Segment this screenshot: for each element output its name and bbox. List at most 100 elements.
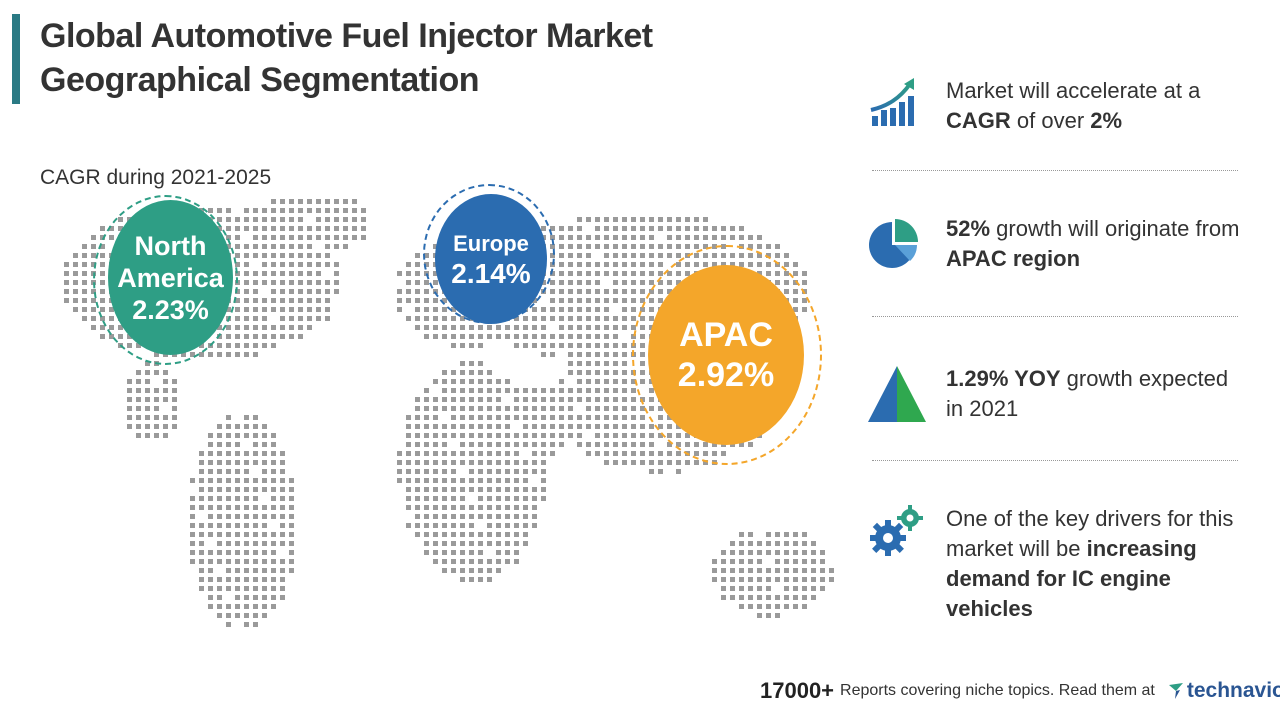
map-dot <box>280 280 285 285</box>
map-dot <box>568 352 573 357</box>
map-dot <box>469 424 474 429</box>
map-dot <box>235 262 240 267</box>
map-dot <box>136 388 141 393</box>
map-dot <box>415 406 420 411</box>
map-dot <box>244 451 249 456</box>
map-dot <box>613 271 618 276</box>
map-dot <box>226 469 231 474</box>
map-dot <box>460 424 465 429</box>
map-dot <box>415 316 420 321</box>
map-dot <box>559 289 564 294</box>
map-dot <box>253 568 258 573</box>
map-dot <box>505 442 510 447</box>
map-dot <box>586 271 591 276</box>
map-dot <box>775 532 780 537</box>
map-dot <box>523 415 528 420</box>
map-dot <box>244 568 249 573</box>
map-dot <box>244 460 249 465</box>
map-dot <box>595 280 600 285</box>
map-dot <box>460 379 465 384</box>
map-dot <box>451 379 456 384</box>
map-dot <box>442 487 447 492</box>
map-dot <box>262 613 267 618</box>
map-dot <box>235 523 240 528</box>
map-dot <box>415 415 420 420</box>
map-dot <box>334 280 339 285</box>
map-dot <box>784 262 789 267</box>
map-dot <box>550 226 555 231</box>
map-dot <box>595 379 600 384</box>
map-dot <box>595 298 600 303</box>
technavio-logo[interactable]: technavio <box>1167 679 1280 703</box>
map-dot <box>784 595 789 600</box>
map-dot <box>550 352 555 357</box>
map-dot <box>217 352 222 357</box>
map-dot <box>442 460 447 465</box>
map-dot <box>586 280 591 285</box>
map-dot <box>433 541 438 546</box>
map-dot <box>613 325 618 330</box>
map-dot <box>253 253 258 258</box>
map-dot <box>433 559 438 564</box>
map-dot <box>316 253 321 258</box>
map-dot <box>469 577 474 582</box>
map-dot <box>559 244 564 249</box>
map-dot <box>244 487 249 492</box>
map-dot <box>550 397 555 402</box>
map-dot <box>676 469 681 474</box>
map-dot <box>613 352 618 357</box>
map-dot <box>550 307 555 312</box>
map-dot <box>469 361 474 366</box>
map-dot <box>406 478 411 483</box>
map-dot <box>505 388 510 393</box>
map-dot <box>217 505 222 510</box>
map-dot <box>577 433 582 438</box>
map-dot <box>262 478 267 483</box>
map-dot <box>487 370 492 375</box>
map-dot <box>433 325 438 330</box>
map-dot <box>226 487 231 492</box>
map-dot <box>127 397 132 402</box>
map-dot <box>442 388 447 393</box>
map-dot <box>622 460 627 465</box>
map-dot <box>190 478 195 483</box>
map-dot <box>82 262 87 267</box>
map-dot <box>514 532 519 537</box>
map-dot <box>271 568 276 573</box>
map-dot <box>496 397 501 402</box>
map-dot <box>595 397 600 402</box>
map-dot <box>298 298 303 303</box>
map-dot <box>487 514 492 519</box>
map-dot <box>478 577 483 582</box>
map-dot <box>280 505 285 510</box>
report-count: 17000+ <box>760 678 835 703</box>
map-dot <box>352 217 357 222</box>
map-dot <box>748 532 753 537</box>
map-dot <box>280 253 285 258</box>
map-dot <box>595 289 600 294</box>
map-dot <box>235 451 240 456</box>
map-dot <box>550 406 555 411</box>
map-dot <box>262 451 267 456</box>
map-dot <box>478 478 483 483</box>
map-dot <box>559 343 564 348</box>
map-dot <box>550 271 555 276</box>
map-dot <box>199 523 204 528</box>
map-dot <box>217 577 222 582</box>
map-dot <box>604 451 609 456</box>
map-dot <box>568 253 573 258</box>
map-dot <box>433 298 438 303</box>
map-dot <box>325 226 330 231</box>
map-dot <box>568 397 573 402</box>
map-dot <box>172 424 177 429</box>
map-dot <box>505 406 510 411</box>
map-dot <box>604 397 609 402</box>
map-dot <box>532 388 537 393</box>
map-dot <box>766 586 771 591</box>
map-dot <box>460 325 465 330</box>
map-dot <box>667 217 672 222</box>
north-america-value: 2.23% <box>132 294 209 325</box>
map-dot <box>532 316 537 321</box>
map-dot <box>514 433 519 438</box>
map-dot <box>469 541 474 546</box>
